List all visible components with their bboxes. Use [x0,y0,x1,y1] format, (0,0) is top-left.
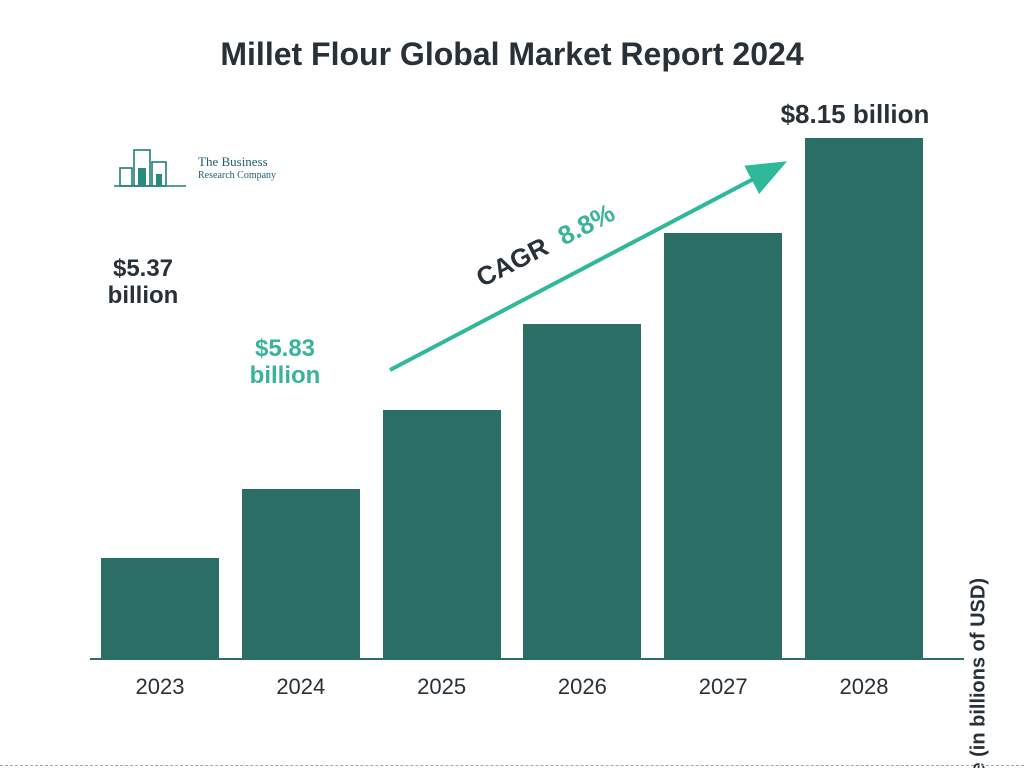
x-label-2026: 2026 [522,674,642,700]
bar-rect-2023 [101,558,219,658]
x-label-2025: 2025 [382,674,502,700]
x-label-2023: 2023 [100,674,220,700]
value-label-2023: $5.37 billion [88,255,198,310]
x-label-2028: 2028 [804,674,924,700]
y-axis-label: Market Size (in billions of USD) [967,578,990,768]
x-axis-baseline [90,658,964,660]
x-axis-labels: 2023 2024 2025 2026 2027 2028 [90,674,934,700]
bar-2025 [382,410,502,658]
value-2023-amount: $5.37 [113,255,173,282]
chart-area: 2023 2024 2025 2026 2027 2028 $5.37 billion $… [90,120,934,700]
bottom-dashed-divider [0,765,1024,766]
x-label-2024: 2024 [241,674,361,700]
x-label-2027: 2027 [663,674,783,700]
bar-2028 [804,138,924,658]
chart-title: Millet Flour Global Market Report 2024 [0,36,1024,73]
bar-rect-2028 [805,138,923,658]
value-2024-unit: billion [250,362,321,389]
value-2024-amount: $5.83 [255,335,315,362]
bar-rect-2025 [383,410,501,658]
bar-rect-2024 [242,489,360,658]
bar-2023 [100,558,220,658]
cagr-arrow-icon [370,140,810,400]
value-2023-unit: billion [108,282,179,309]
value-label-2028: $8.15 billion [760,100,950,130]
page-root: Millet Flour Global Market Report 2024 T… [0,0,1024,768]
value-label-2024: $5.83 billion [230,335,340,390]
bar-2024 [241,489,361,658]
